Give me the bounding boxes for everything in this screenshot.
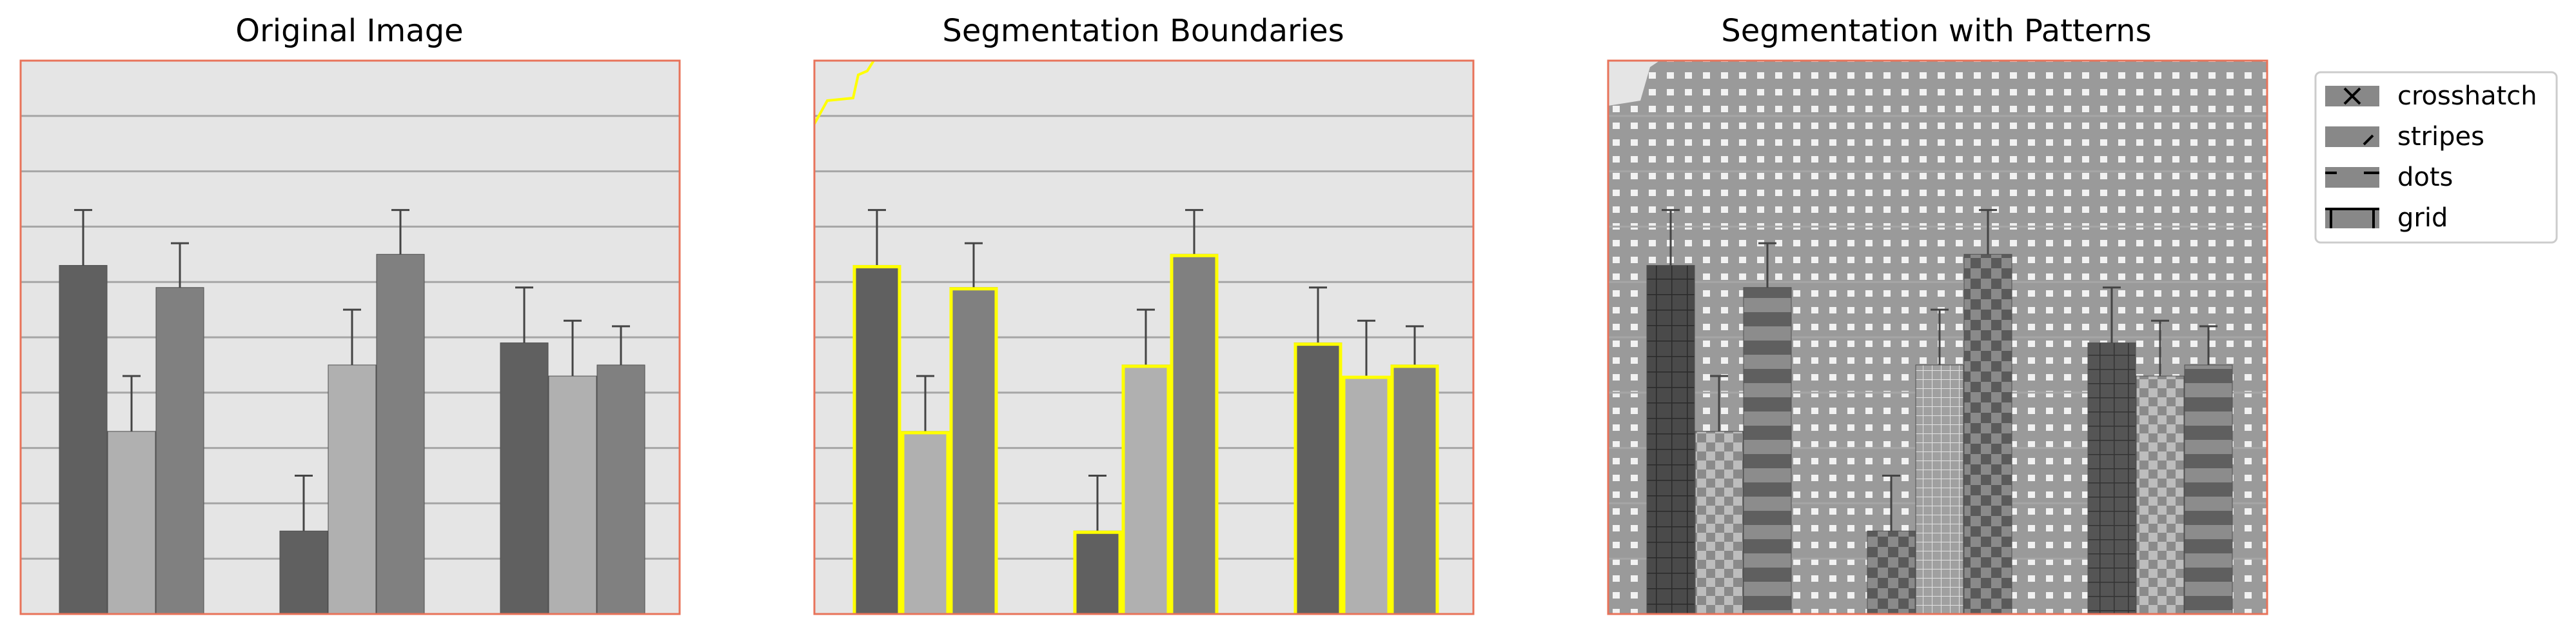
panel-patterns: Segmentation with Patterns	[1607, 13, 2268, 615]
boundary-g2-s2	[1121, 364, 1170, 614]
boundary-g1-s2	[901, 431, 950, 614]
bar-g1-s2	[901, 431, 950, 615]
plot-frame	[1607, 59, 2268, 615]
bar-g1-s2	[1695, 431, 1744, 615]
boundary-g1-s1	[852, 264, 901, 614]
legend-item-grid: grid	[2325, 203, 2448, 233]
panel-boundaries: Segmentation Boundaries	[813, 13, 1475, 615]
plot-area-original	[19, 59, 681, 615]
legend-label-grid: grid	[2397, 203, 2448, 233]
boundary-g2-s1	[1073, 530, 1122, 614]
bar-g3-s1	[500, 342, 549, 615]
legend-label-crosshatch: crosshatch	[2397, 81, 2537, 111]
crosshatch-icon	[2325, 86, 2379, 106]
bar-g3-s3	[2184, 364, 2233, 615]
bar-g1-s2	[107, 431, 156, 615]
boundary-g2-s3	[1170, 253, 1219, 614]
legend-item-stripes: stripes	[2325, 122, 2484, 152]
panel-title-patterns: Segmentation with Patterns	[1721, 13, 2151, 49]
boundary-g1-s3	[949, 287, 998, 614]
bar-g2-s3	[1963, 253, 2012, 615]
legend: crosshatch stripes dots grid	[2314, 71, 2558, 244]
bar-g1-s3	[949, 287, 998, 615]
bar-g3-s3	[596, 364, 645, 615]
panel-title-original: Original Image	[235, 13, 463, 49]
plot-area-boundaries	[813, 59, 1475, 615]
legend-item-dots: dots	[2325, 163, 2453, 192]
boundary-g3-s1	[1293, 342, 1342, 614]
bar-g1-s1	[852, 264, 901, 615]
grid-icon	[2325, 208, 2379, 228]
bar-g2-s3	[376, 253, 425, 615]
bar-g3-s2	[548, 375, 597, 615]
boundary-g3-s2	[1342, 375, 1391, 614]
bar-g3-s3	[1390, 364, 1439, 615]
bar-g2-s1	[1073, 530, 1122, 615]
bar-g1-s3	[155, 287, 204, 615]
bar-g3-s1	[2087, 342, 2136, 615]
bar-g1-s3	[1743, 287, 1792, 615]
bar-g3-s2	[2136, 375, 2185, 615]
bar-g1-s1	[1646, 264, 1695, 615]
bar-g2-s2	[1915, 364, 1964, 615]
bar-g2-s2	[1121, 364, 1170, 615]
bar-g2-s1	[279, 530, 328, 615]
panel-title-boundaries: Segmentation Boundaries	[942, 13, 1344, 49]
bar-g3-s1	[1293, 342, 1342, 615]
panel-original: Original Image	[19, 13, 681, 615]
plot-area-patterns	[1607, 59, 2268, 615]
bar-g2-s3	[1170, 253, 1219, 615]
bar-g1-s1	[59, 264, 108, 615]
dots-icon	[2325, 167, 2379, 188]
bar-g2-s2	[328, 364, 377, 615]
plot-frame	[813, 59, 1475, 615]
boundary-g3-s3	[1390, 364, 1439, 614]
stripes-icon	[2325, 126, 2379, 147]
legend-label-stripes: stripes	[2397, 122, 2484, 152]
bar-g3-s2	[1342, 375, 1391, 615]
legend-item-crosshatch: crosshatch	[2325, 81, 2537, 111]
plot-frame	[19, 59, 681, 615]
boundary-corner	[813, 59, 875, 124]
legend-label-dots: dots	[2397, 163, 2453, 192]
bar-g2-s1	[1867, 530, 1916, 615]
legend-box	[2314, 71, 2558, 244]
